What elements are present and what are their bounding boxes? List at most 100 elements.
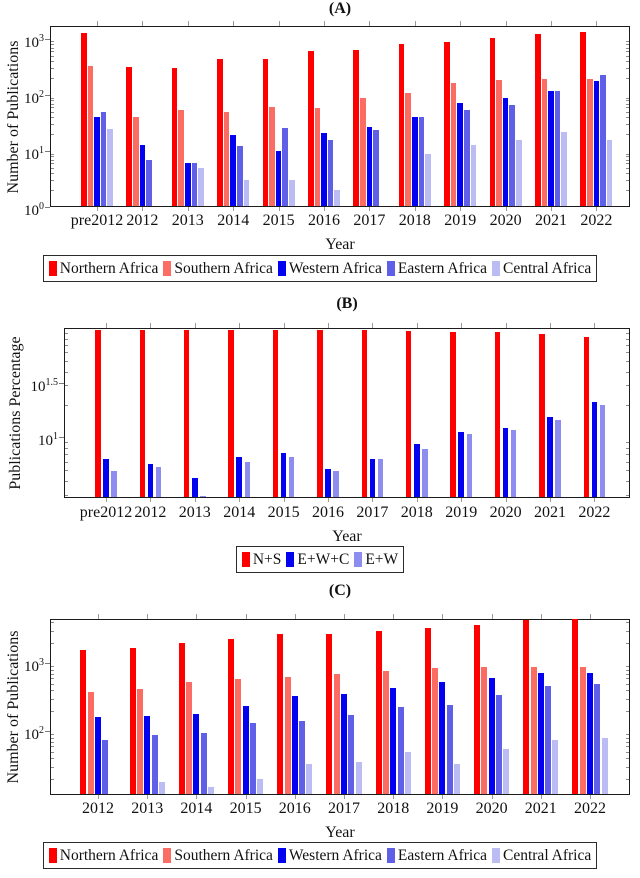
chart-b-x-bottom-tick: [106, 498, 107, 502]
chart-b-bar-e-w: [510, 430, 517, 497]
chart-c-x-tick-label: 2018: [377, 800, 410, 817]
chart-b-y-minor-tick: [65, 454, 68, 456]
chart-a-x-tick-label: 2014: [217, 212, 250, 229]
chart-b-x-top-tick: [505, 323, 507, 328]
chart-a-x-top-tick: [414, 21, 416, 26]
chart-c-y-minor-tick: [626, 698, 629, 700]
chart-a-y-minor-tick: [626, 134, 629, 136]
chart-a-bar-northern-africa: [308, 50, 314, 206]
chart-c-bar-eastern-africa: [545, 686, 552, 794]
chart-a-bar-western-africa: [275, 150, 282, 206]
chart-c-bar-northern-africa: [523, 619, 530, 794]
chart-c-y-minor-tick: [51, 766, 54, 768]
chart-b-x-top-tick: [283, 323, 285, 328]
chart-a-bar-northern-africa: [580, 31, 586, 206]
chart-c-x-tick-label: 2021: [524, 800, 557, 817]
chart-c-y-minor-tick: [51, 758, 54, 760]
chart-c-x-tick-label: 2017: [328, 800, 360, 817]
legend-item: Northern Africa: [48, 259, 158, 278]
chart-a-x-top-tick: [142, 21, 144, 26]
chart-b-y-minor-tick: [65, 338, 68, 340]
legend-swatch-icon: [492, 261, 500, 276]
chart-c-bar-southern-africa: [136, 688, 143, 794]
chart-c-bar-central-africa: [257, 778, 264, 794]
chart-b-bar-e-w: [422, 449, 428, 497]
chart-c-y-minor-tick: [626, 678, 629, 680]
chart-b-bar-n-s: [361, 330, 368, 497]
legend-swatch-icon: [354, 552, 363, 567]
legend-swatch-icon: [277, 848, 286, 863]
chart-b-y-major-tick: [59, 437, 64, 439]
chart-a-y-minor-tick: [51, 41, 54, 43]
chart-a-y-minor-tick: [626, 153, 629, 155]
chart-c-x-bottom-tick: [344, 795, 345, 799]
chart-c-y-minor-tick: [626, 642, 629, 644]
legend-swatch-icon: [48, 261, 57, 276]
chart-b-y-minor-tick: [65, 385, 68, 387]
chart-a-y-minor-tick: [51, 117, 54, 119]
chart-a-y-tick-label: 100: [24, 201, 44, 219]
chart-a-bar-central-africa: [334, 190, 340, 206]
chart-a-bar-eastern-africa: [509, 105, 515, 206]
legend-label: Central Africa: [503, 260, 592, 277]
chart-b-bar-e-w: [599, 404, 606, 497]
chart-b-y-axis-label: Publications Percentage: [7, 336, 24, 490]
chart-a-bar-western-africa: [321, 132, 327, 206]
chart-a-x-top-tick: [187, 21, 189, 26]
chart-b-bar-e-w: [200, 496, 206, 497]
chart-b-y-minor-tick: [65, 344, 68, 346]
chart-b-y-minor-tick: [65, 371, 68, 373]
chart-c-bar-western-africa: [537, 673, 544, 794]
chart-c-bar-northern-africa: [277, 634, 284, 794]
chart-b-x-tick-label: 2020: [489, 504, 522, 521]
chart-a-bar-eastern-africa: [327, 139, 334, 206]
chart-a-x-top-tick: [278, 21, 280, 26]
chart-a-bar-northern-africa: [398, 43, 405, 206]
chart-a-y-minor-tick: [626, 41, 629, 43]
chart-c-y-minor-tick: [51, 666, 54, 668]
chart-b-y-minor-tick: [65, 448, 68, 450]
chart-b-bar-n-s: [539, 334, 545, 497]
chart-b-y-minor-tick: [626, 404, 629, 406]
chart-b-title: (B): [336, 295, 358, 312]
chart-c-x-bottom-tick: [393, 795, 395, 799]
chart-a-legend: Northern Africa Southern Africa Western Af…: [42, 255, 598, 282]
chart-c-x-tick-label: 2014: [180, 800, 213, 817]
chart-c-x-tick-label: 2015: [229, 800, 262, 817]
chart-a-y-minor-tick: [51, 107, 54, 109]
legend-label: N+S: [252, 551, 282, 568]
chart-c-bar-central-africa: [158, 781, 165, 794]
chart-b-y-minor-tick: [65, 352, 68, 354]
chart-a-x-top-tick: [505, 21, 507, 26]
chart-c-y-major-tick: [45, 731, 50, 733]
chart-a-y-minor-tick: [51, 111, 54, 113]
chart-a-y-minor-tick: [626, 55, 629, 57]
chart-b-x-bottom-tick: [461, 498, 463, 502]
chart-b-bar-e-w: [555, 420, 561, 497]
chart-c-x-bottom-tick: [196, 795, 198, 799]
chart-a-y-minor-tick: [51, 190, 54, 192]
chart-a-y-minor-tick: [626, 68, 629, 70]
legend-label: Southern Africa: [174, 847, 273, 864]
chart-b-bar-e-w-c: [369, 458, 376, 497]
chart-a-bar-northern-africa: [353, 49, 359, 206]
chart-b-bar-n-s: [139, 330, 146, 497]
chart-a-y-minor-tick: [51, 124, 54, 126]
chart-c-y-minor-tick: [51, 698, 54, 700]
chart-a-x-axis-label: Year: [325, 236, 355, 253]
chart-b-x-top-tick: [239, 323, 241, 328]
legend-label: Eastern Africa: [397, 260, 487, 277]
chart-c-x-top-tick: [196, 614, 198, 619]
chart-b-bar-e-w: [333, 471, 339, 497]
chart-c-bar-western-africa: [341, 693, 347, 794]
chart-c-x-tick-label: 2020: [475, 800, 508, 817]
chart-c-bar-central-africa: [601, 737, 608, 794]
chart-b-bar-e-w: [155, 466, 162, 497]
chart-b-x-top-tick: [461, 323, 463, 328]
chart-a-bar-western-africa: [230, 135, 236, 206]
chart-b-x-tick-label: 2019: [445, 504, 478, 521]
chart-b-y-minor-tick: [626, 454, 629, 456]
chart-b-x-bottom-tick: [550, 498, 551, 502]
chart-c-y-minor-tick: [51, 630, 54, 632]
